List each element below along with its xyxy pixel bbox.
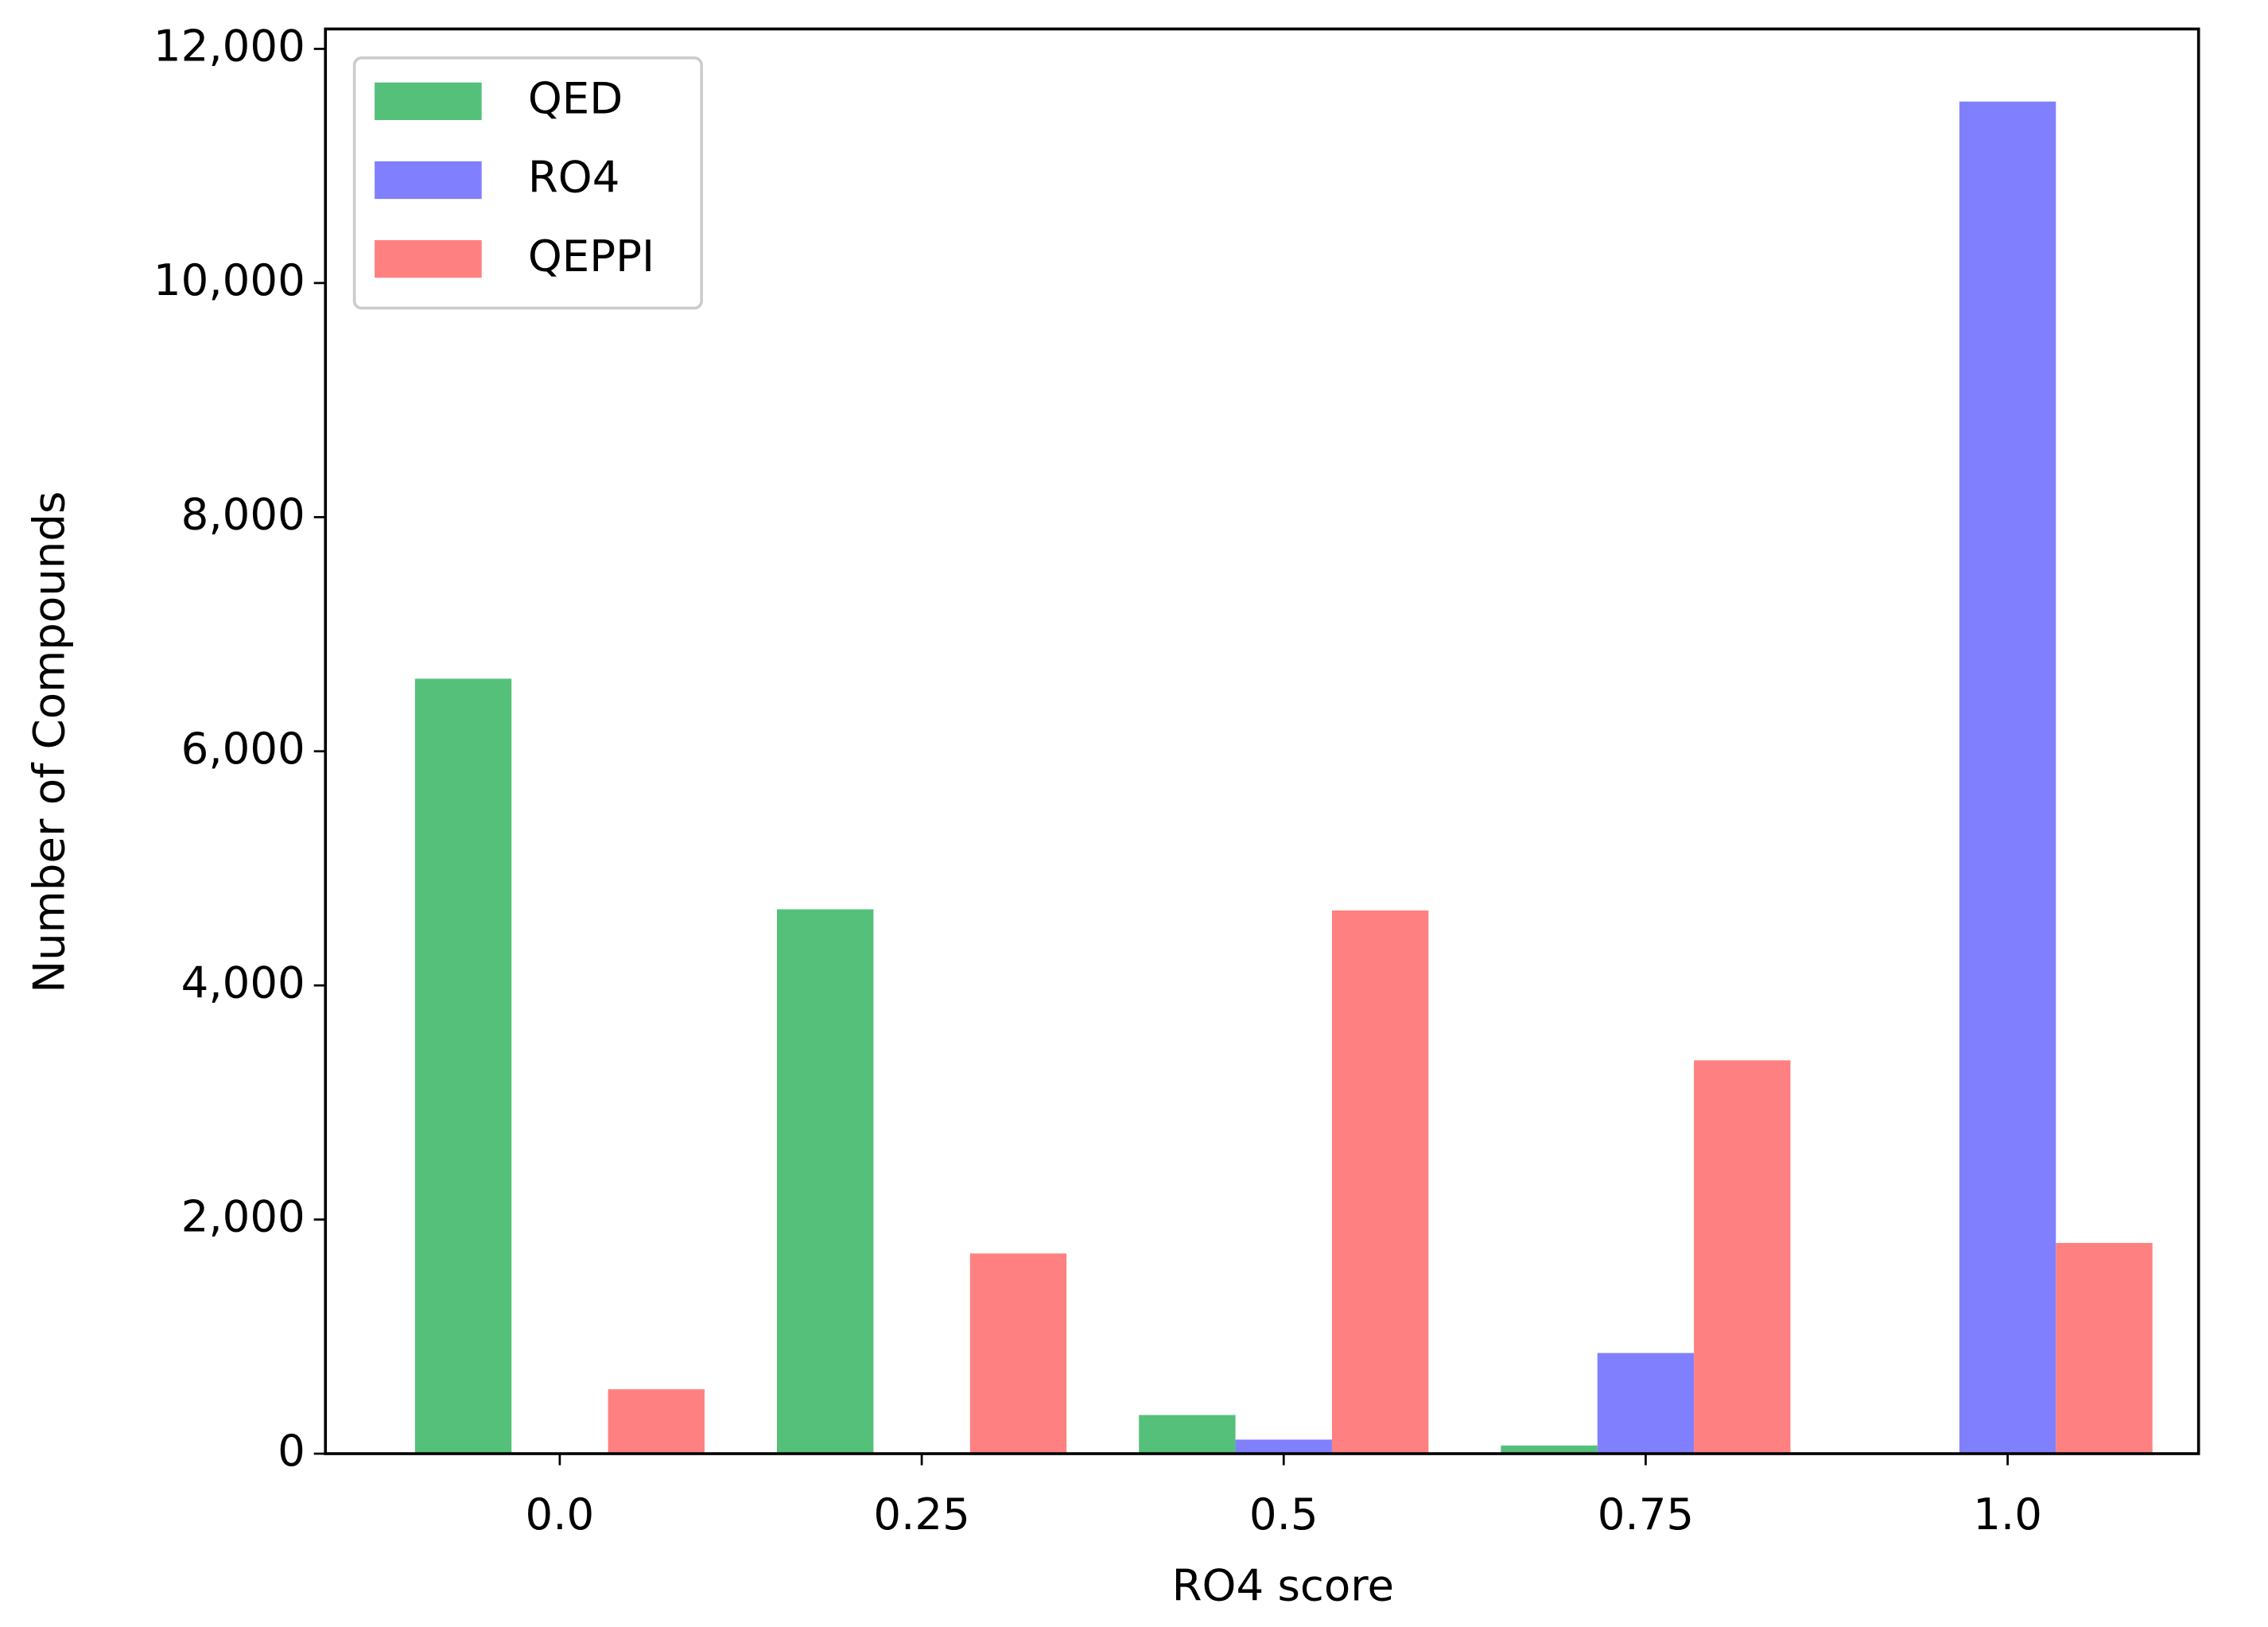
bar [414,678,512,1454]
plot-frame [324,27,2200,1455]
x-tick-label: 0.25 [873,1489,969,1540]
x-tick-label: 0.5 [1249,1489,1318,1540]
legend-swatch [375,82,482,121]
y-tick-label: 12,000 [153,21,305,72]
x-tick-label: 0.0 [526,1489,595,1540]
bar [1501,1445,1598,1454]
y-tick-label: 8,000 [181,488,305,539]
y-tick-label: 2,000 [181,1191,305,1242]
legend-label: QED [528,73,623,124]
bar [2056,1243,2153,1454]
legend: QED RO4 QEPPI [352,56,703,310]
legend-swatch [375,239,482,278]
bar [1235,1439,1332,1454]
y-tick-label: 0 [278,1425,305,1476]
x-tick-label: 0.75 [1598,1489,1694,1540]
y-axis-label: Number of Compounds [24,491,75,993]
legend-swatch [375,161,482,200]
bar [1139,1415,1236,1454]
bar [1331,910,1429,1454]
x-tick-label: 1.0 [1973,1489,2042,1540]
legend-label: QEPPI [528,231,654,282]
y-tick-label: 6,000 [181,723,305,774]
legend-label: RO4 [528,152,620,203]
y-tick-label: 4,000 [181,957,305,1008]
y-tick-label: 10,000 [153,254,305,305]
x-axis-label: RO4 score [1172,1559,1394,1610]
bar [777,909,874,1454]
bar [1959,101,2056,1454]
bar [1597,1353,1695,1454]
bar [1694,1060,1791,1454]
bar [969,1253,1067,1454]
bar [608,1389,705,1454]
